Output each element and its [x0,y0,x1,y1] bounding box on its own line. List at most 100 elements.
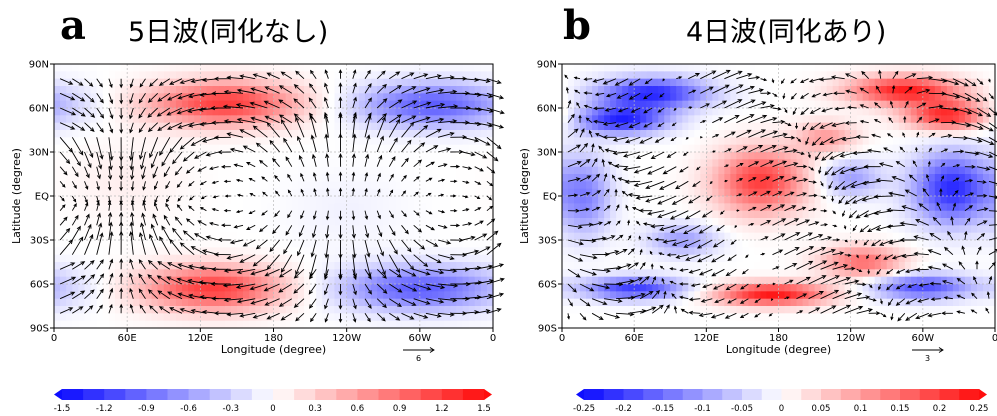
heatmap-cell [230,100,238,109]
wind-vector [71,151,81,167]
heatmap-cell [169,269,177,278]
heatmap-cell [78,225,86,234]
heatmap-cell [255,100,262,109]
heatmap-cell [157,122,165,131]
heatmap-cell [676,313,683,322]
heatmap-cell [742,159,750,168]
heatmap-cell [310,306,317,314]
colorbar-segment [167,389,189,400]
heatmap-cell [462,71,470,80]
wind-vector [157,122,171,131]
heatmap-cell [796,100,804,109]
heatmap-cell [778,122,786,131]
heatmap-cell [157,108,165,116]
heatmap-cell [438,166,445,175]
heatmap-cell [322,159,329,168]
wind-vector [364,153,370,167]
heatmap-cell [157,306,165,314]
heatmap-cell [808,130,816,138]
heatmap-cell [303,174,311,182]
heatmap-cell [151,291,159,300]
heatmap-cell [273,71,281,80]
heatmap-cell [261,262,269,270]
heatmap-cell [772,225,780,234]
heatmap-cell [145,320,153,329]
heatmap-cell [358,137,366,146]
heatmap-cell [802,181,810,190]
heatmap-cell [243,152,250,160]
heatmap-cell [664,276,671,285]
heatmap-cell [371,320,378,329]
heatmap-cell [604,254,611,263]
colorbar-segment [294,389,316,400]
heatmap-cell [586,276,593,285]
heatmap-cell [646,291,653,300]
heatmap-cell [352,203,360,212]
heatmap-cell [754,203,762,212]
heatmap-cell [706,93,713,102]
heatmap-cell [145,93,153,102]
heatmap-cell [121,64,128,72]
heatmap-cell [598,152,605,160]
heatmap-cell [358,203,366,212]
heatmap-cell [592,115,599,124]
heatmap-cell [249,218,256,226]
heatmap-cell [145,276,153,285]
heatmap-cell [212,93,220,102]
heatmap-cell [784,276,792,285]
heatmap-cell [346,240,354,248]
wind-vector [185,166,195,174]
heatmap-cell [754,130,762,138]
heatmap-cell [346,196,354,204]
heatmap-cell [364,137,372,146]
heatmap-cell [182,152,189,160]
heatmap-cell [664,240,671,248]
heatmap-cell [194,269,201,278]
heatmap-cell [395,313,403,322]
heatmap-cell [450,86,458,94]
heatmap-cell [273,306,281,314]
heatmap-cell [218,181,226,190]
wind-vector [293,83,305,94]
heatmap-cell [432,291,439,300]
heatmap-cell [157,152,165,160]
heatmap-cell [340,276,348,285]
heatmap-cell [267,254,275,263]
heatmap-cell [628,298,635,307]
heatmap-cell [586,306,593,314]
heatmap-cell [401,71,409,80]
heatmap-cell [808,298,816,307]
heatmap-cell [169,210,177,219]
heatmap-cell [790,115,798,124]
heatmap-cell [568,181,575,190]
wind-vector [128,230,134,255]
heatmap-cell [285,276,293,285]
heatmap-cell [90,254,98,263]
heatmap-cell [169,166,177,175]
heatmap-cell [754,291,762,300]
heatmap-cell [352,276,360,285]
heatmap-cell [236,100,244,109]
wind-vector [450,194,457,198]
heatmap-cell [790,262,798,270]
wind-vector [264,298,280,306]
heatmap-cell [760,100,768,109]
heatmap-cell [598,86,605,94]
heatmap-cell [72,108,79,116]
heatmap-cell [340,188,348,197]
heatmap-cell [814,276,822,285]
heatmap-cell [760,159,768,168]
heatmap-cell [84,203,92,212]
heatmap-cell [151,100,159,109]
heatmap-cell [814,159,822,168]
heatmap-cell [432,203,439,212]
wind-vector [84,223,92,241]
wind-vector [149,233,159,255]
heatmap-cell [712,196,719,204]
heatmap-cell [249,284,256,292]
heatmap-cell [60,254,67,263]
wind-vector [235,178,244,182]
heatmap-cell [712,64,719,72]
heatmap-cell [456,71,464,80]
heatmap-cell [255,284,262,292]
